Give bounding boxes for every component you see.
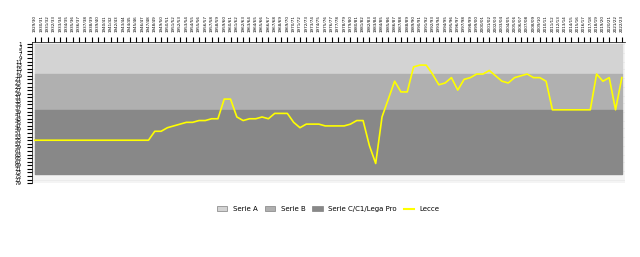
Legend: Serie A, Serie B, Serie C/C1/Lega Pro, Lecce: Serie A, Serie B, Serie C/C1/Lega Pro, L… bbox=[214, 203, 443, 215]
